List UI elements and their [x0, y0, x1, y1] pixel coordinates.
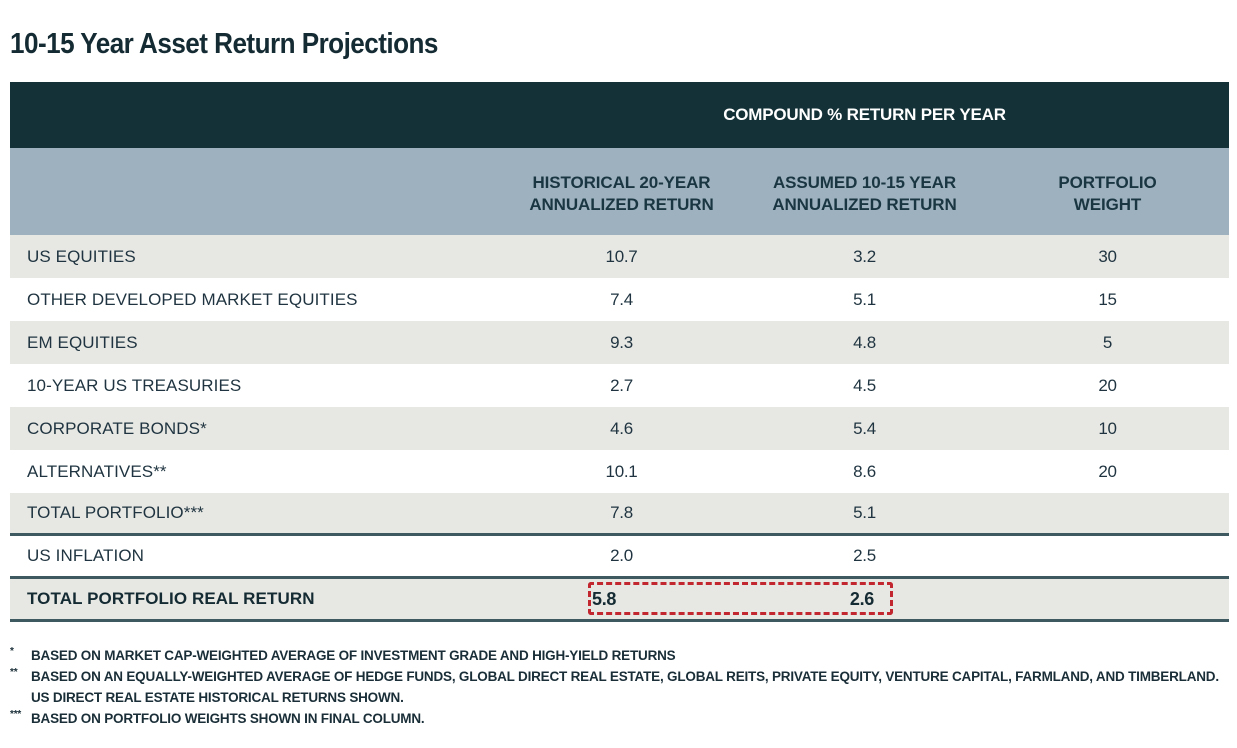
- assumed-value: 5.4: [853, 418, 876, 438]
- historical-value: 4.6: [610, 418, 633, 438]
- table-row-total-portfolio: TOTAL PORTFOLIO*** 7.8 5.1: [10, 493, 1229, 536]
- table-column-headers: HISTORICAL 20-YEAR ANNUALIZED RETURN ASS…: [10, 148, 1229, 235]
- table-row: US EQUITIES 10.7 3.2 30: [10, 235, 1229, 278]
- row-label: 10-YEAR US TREASURIES: [27, 375, 242, 395]
- row-label: US EQUITIES: [27, 246, 136, 266]
- column-header-weight: PORTFOLIO WEIGHT: [986, 148, 1229, 235]
- column-header-asset: [10, 148, 500, 235]
- historical-value: 2.7: [610, 375, 633, 395]
- footnote-text: BASED ON AN EQUALLY-WEIGHTED AVERAGE OF …: [31, 669, 1219, 705]
- footnote: ** BASED ON AN EQUALLY-WEIGHTED AVERAGE …: [10, 666, 1235, 708]
- footnote-mark: **: [10, 667, 18, 678]
- asset-return-table: COMPOUND % RETURN PER YEAR HISTORICAL 20…: [10, 82, 1229, 622]
- row-label: OTHER DEVELOPED MARKET EQUITIES: [27, 289, 358, 309]
- table-row-total-real-return: TOTAL PORTFOLIO REAL RETURN 5.8 2.6: [10, 579, 1229, 622]
- footnote: *** BASED ON PORTFOLIO WEIGHTS SHOWN IN …: [10, 708, 1235, 729]
- row-label: TOTAL PORTFOLIO***: [27, 503, 204, 522]
- assumed-value: 2.6: [849, 588, 874, 609]
- column-header-assumed: ASSUMED 10-15 YEAR ANNUALIZED RETURN: [743, 148, 986, 235]
- table-row: EM EQUITIES 9.3 4.8 5: [10, 321, 1229, 364]
- assumed-value: 5.1: [853, 503, 876, 522]
- column-header-assumed-line1: ASSUMED 10-15 YEAR: [772, 172, 957, 192]
- footnotes: * BASED ON MARKET CAP-WEIGHTED AVERAGE O…: [10, 645, 1235, 729]
- assumed-value: 3.2: [853, 246, 876, 266]
- historical-value: 7.4: [610, 289, 633, 309]
- assumed-value: 8.6: [853, 461, 876, 481]
- assumed-value: 4.5: [853, 375, 876, 395]
- row-label: CORPORATE BONDS*: [27, 418, 207, 438]
- footnote-mark: ***: [10, 709, 22, 720]
- footnote-text: BASED ON PORTFOLIO WEIGHTS SHOWN IN FINA…: [31, 711, 425, 726]
- weight-value: 20: [1098, 461, 1117, 481]
- historical-value: 5.8: [592, 588, 617, 609]
- group-header-label: COMPOUND % RETURN PER YEAR: [723, 105, 1006, 124]
- row-label: EM EQUITIES: [27, 332, 138, 352]
- table-row: OTHER DEVELOPED MARKET EQUITIES 7.4 5.1 …: [10, 278, 1229, 321]
- column-header-historical-line1: HISTORICAL 20-YEAR: [532, 172, 711, 192]
- historical-value: 2.0: [610, 546, 633, 565]
- table-row-us-inflation: US INFLATION 2.0 2.5: [10, 536, 1229, 579]
- footnote-text: BASED ON MARKET CAP-WEIGHTED AVERAGE OF …: [31, 648, 676, 663]
- footnote: * BASED ON MARKET CAP-WEIGHTED AVERAGE O…: [10, 645, 1235, 666]
- column-header-weight-line1: PORTFOLIO: [1058, 172, 1157, 192]
- weight-value: 15: [1098, 289, 1117, 309]
- footnote-mark: *: [10, 646, 14, 657]
- assumed-value: 5.1: [853, 289, 876, 309]
- row-label: ALTERNATIVES**: [27, 461, 167, 481]
- assumed-value: 4.8: [853, 332, 876, 352]
- column-header-historical-line2: ANNUALIZED RETURN: [529, 194, 714, 214]
- column-header-weight-line2: WEIGHT: [1073, 194, 1142, 214]
- page-title: 10-15 Year Asset Return Projections: [10, 28, 438, 60]
- historical-value: 10.1: [605, 461, 638, 481]
- table-row: 10-YEAR US TREASURIES 2.7 4.5 20: [10, 364, 1229, 407]
- table-row: ALTERNATIVES** 10.1 8.6 20: [10, 450, 1229, 493]
- weight-value: 10: [1098, 418, 1117, 438]
- historical-value: 10.7: [605, 246, 638, 266]
- weight-value: 20: [1098, 375, 1117, 395]
- weight-value: 30: [1098, 246, 1117, 266]
- historical-value: 7.8: [610, 503, 633, 522]
- weight-value: 5: [1102, 332, 1113, 352]
- historical-value: 9.3: [610, 332, 633, 352]
- row-label: TOTAL PORTFOLIO REAL RETURN: [27, 589, 315, 608]
- row-label: US INFLATION: [27, 546, 145, 565]
- column-header-assumed-line2: ANNUALIZED RETURN: [772, 194, 957, 214]
- table-row: CORPORATE BONDS* 4.6 5.4 10: [10, 407, 1229, 450]
- table-group-header: COMPOUND % RETURN PER YEAR: [10, 82, 1229, 148]
- assumed-value: 2.5: [853, 546, 876, 565]
- column-header-historical: HISTORICAL 20-YEAR ANNUALIZED RETURN: [500, 148, 743, 235]
